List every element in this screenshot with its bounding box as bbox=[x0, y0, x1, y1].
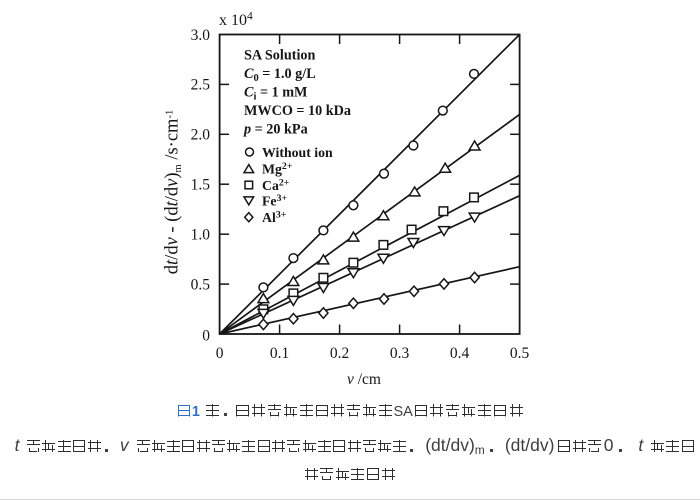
svg-text:0: 0 bbox=[202, 328, 210, 345]
svg-text:Without ion: Without ion bbox=[262, 145, 333, 160]
svg-text:0: 0 bbox=[216, 345, 224, 362]
svg-text:Al3+: Al3+ bbox=[262, 210, 287, 226]
svg-text:0.5: 0.5 bbox=[510, 345, 530, 362]
svg-text:0.4: 0.4 bbox=[450, 345, 470, 362]
svg-text:SA Solution: SA Solution bbox=[244, 48, 315, 64]
svg-text:dt/dv - (dt/dv)m /s·cm-1: dt/dv - (dt/dv)m /s·cm-1 bbox=[163, 110, 185, 274]
svg-text:C0 = 1.0 g/L: C0 = 1.0 g/L bbox=[244, 66, 316, 84]
svg-text:MWCO = 10 kDa: MWCO = 10 kDa bbox=[244, 103, 351, 119]
svg-text:0.5: 0.5 bbox=[191, 276, 211, 293]
svg-text:v /cm: v /cm bbox=[347, 371, 381, 388]
svg-text:2.0: 2.0 bbox=[191, 127, 211, 144]
svg-text:Mg2+: Mg2+ bbox=[262, 161, 293, 177]
svg-text:Ci = 1 mM: Ci = 1 mM bbox=[244, 85, 307, 103]
svg-text:0.3: 0.3 bbox=[390, 345, 410, 362]
svg-text:x 104: x 104 bbox=[219, 11, 253, 30]
svg-text:p = 20 kPa: p = 20 kPa bbox=[242, 122, 308, 138]
svg-text:1.0: 1.0 bbox=[191, 227, 211, 244]
svg-text:1.5: 1.5 bbox=[191, 177, 211, 194]
svg-text:0.1: 0.1 bbox=[270, 345, 289, 362]
svg-text:2.5: 2.5 bbox=[191, 77, 211, 94]
svg-text:3.0: 3.0 bbox=[191, 27, 211, 44]
svg-text:Ca2+: Ca2+ bbox=[262, 177, 290, 193]
svg-text:Fe3+: Fe3+ bbox=[262, 193, 287, 209]
svg-text:0.2: 0.2 bbox=[330, 345, 349, 362]
